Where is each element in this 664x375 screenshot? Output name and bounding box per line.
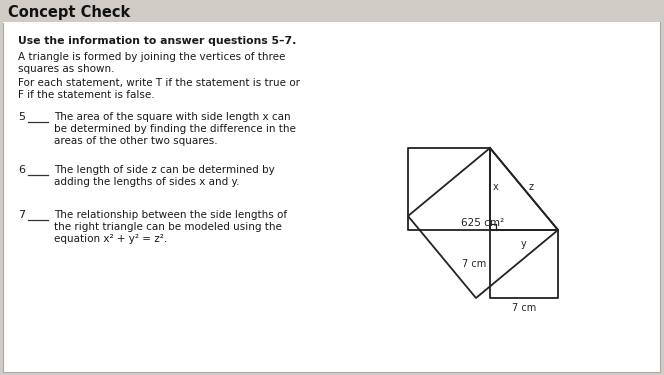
FancyBboxPatch shape (3, 22, 660, 372)
Text: The relationship between the side lengths of: The relationship between the side length… (54, 210, 287, 220)
Text: y: y (521, 239, 527, 249)
Text: the right triangle can be modeled using the: the right triangle can be modeled using … (54, 222, 282, 232)
Text: squares as shown.: squares as shown. (18, 64, 114, 74)
Text: 5: 5 (18, 112, 25, 122)
Text: be determined by finding the difference in the: be determined by finding the difference … (54, 124, 296, 134)
Text: The length of side z can be determined by: The length of side z can be determined b… (54, 165, 275, 175)
FancyBboxPatch shape (3, 22, 660, 23)
Text: 7 cm: 7 cm (512, 303, 536, 313)
Text: 625 cm²: 625 cm² (461, 218, 505, 228)
Text: adding the lengths of sides x and y.: adding the lengths of sides x and y. (54, 177, 240, 187)
Text: x: x (493, 182, 499, 192)
Text: Concept Check: Concept Check (8, 6, 130, 21)
Text: 7: 7 (18, 210, 25, 220)
Text: z: z (529, 182, 534, 192)
Text: areas of the other two squares.: areas of the other two squares. (54, 136, 218, 146)
Text: 6: 6 (18, 165, 25, 175)
Text: The area of the square with side length x can: The area of the square with side length … (54, 112, 291, 122)
Text: 7 cm: 7 cm (461, 259, 486, 269)
Text: equation x² + y² = z².: equation x² + y² = z². (54, 234, 167, 244)
Text: F if the statement is false.: F if the statement is false. (18, 90, 155, 100)
Text: A triangle is formed by joining the vertices of three: A triangle is formed by joining the vert… (18, 52, 286, 62)
Text: Use the information to answer questions 5–7.: Use the information to answer questions … (18, 36, 296, 46)
Text: For each statement, write T if the statement is true or: For each statement, write T if the state… (18, 78, 300, 88)
